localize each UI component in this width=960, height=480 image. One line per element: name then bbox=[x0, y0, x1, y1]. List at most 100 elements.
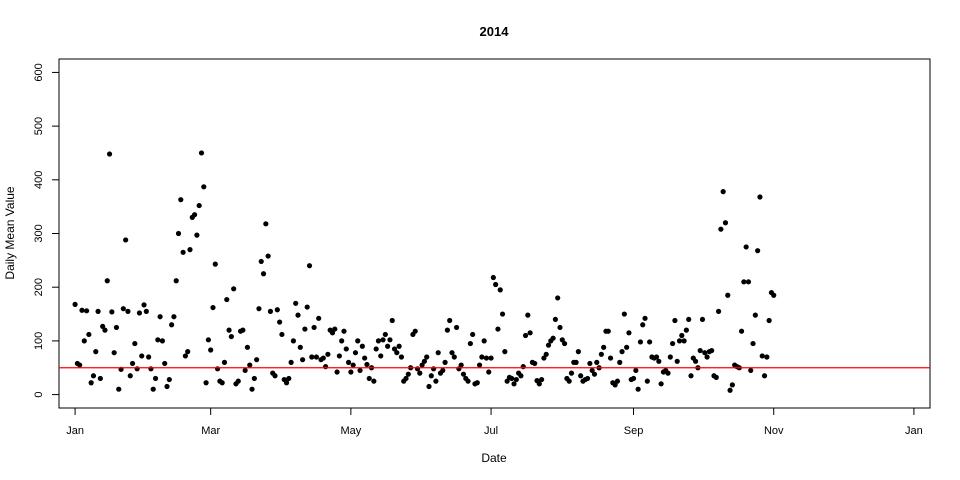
data-point bbox=[171, 314, 177, 320]
data-point bbox=[644, 378, 650, 384]
data-point bbox=[214, 366, 221, 372]
data-point bbox=[417, 370, 423, 376]
data-point bbox=[90, 373, 97, 379]
data-point bbox=[279, 331, 285, 338]
data-point bbox=[83, 308, 90, 314]
data-point bbox=[713, 374, 719, 380]
data-point bbox=[102, 327, 108, 333]
data-point bbox=[201, 184, 207, 190]
data-point bbox=[759, 353, 765, 359]
data-point bbox=[718, 226, 724, 232]
y-tick-label: 600 bbox=[33, 63, 45, 81]
data-point bbox=[398, 354, 405, 360]
y-axis: 0 100 200 300 400 500 600 bbox=[33, 63, 59, 398]
data-point bbox=[228, 333, 234, 340]
x-tick-label: Sep bbox=[624, 425, 644, 437]
data-point bbox=[283, 380, 290, 386]
x-tick-label: Jan bbox=[905, 425, 923, 437]
data-point bbox=[598, 351, 604, 357]
data-point bbox=[764, 354, 770, 360]
data-point bbox=[391, 346, 398, 352]
data-point bbox=[688, 373, 694, 379]
data-point bbox=[467, 340, 473, 347]
data-point bbox=[607, 355, 614, 361]
data-point bbox=[79, 307, 85, 313]
data-point bbox=[683, 327, 689, 333]
data-points bbox=[72, 150, 777, 393]
data-point bbox=[752, 312, 758, 318]
data-point bbox=[371, 378, 377, 384]
y-tick-label: 300 bbox=[33, 224, 45, 242]
data-point bbox=[679, 332, 685, 339]
data-point bbox=[329, 330, 336, 336]
data-point bbox=[509, 375, 515, 382]
y-tick-label: 0 bbox=[33, 392, 45, 398]
data-point bbox=[405, 371, 411, 377]
data-point bbox=[304, 304, 310, 310]
data-point bbox=[95, 308, 101, 314]
data-point bbox=[277, 319, 283, 325]
data-point bbox=[591, 371, 598, 377]
data-point bbox=[339, 338, 345, 344]
data-point bbox=[419, 362, 425, 368]
data-point bbox=[449, 350, 455, 356]
data-point bbox=[306, 263, 313, 269]
data-point bbox=[385, 343, 391, 349]
data-point bbox=[152, 375, 159, 382]
data-point bbox=[757, 194, 763, 200]
data-point bbox=[159, 338, 166, 344]
data-point bbox=[113, 324, 120, 331]
data-point bbox=[709, 347, 715, 354]
data-point bbox=[486, 369, 492, 375]
data-point bbox=[196, 202, 202, 209]
data-point bbox=[578, 373, 584, 379]
data-point bbox=[720, 189, 726, 195]
data-point bbox=[741, 279, 747, 285]
data-point bbox=[162, 360, 168, 367]
data-point bbox=[440, 367, 446, 374]
data-point bbox=[704, 354, 710, 360]
data-point bbox=[426, 383, 432, 390]
data-point bbox=[297, 344, 303, 350]
data-point bbox=[647, 339, 653, 345]
data-point bbox=[125, 308, 131, 314]
data-point bbox=[357, 367, 363, 374]
data-point bbox=[543, 351, 549, 357]
data-point bbox=[755, 248, 761, 254]
data-point bbox=[116, 386, 122, 392]
data-point bbox=[670, 340, 676, 347]
data-point bbox=[378, 353, 384, 359]
data-point bbox=[686, 316, 692, 323]
data-point bbox=[750, 340, 756, 347]
data-point bbox=[242, 367, 248, 374]
data-point bbox=[433, 378, 439, 384]
data-point bbox=[208, 347, 214, 353]
data-point bbox=[235, 378, 241, 384]
x-axis-label: Date bbox=[481, 451, 507, 465]
data-point bbox=[470, 331, 476, 338]
data-point bbox=[725, 292, 731, 298]
data-point bbox=[587, 360, 593, 367]
data-point bbox=[274, 307, 280, 313]
data-point bbox=[373, 346, 379, 352]
data-point bbox=[594, 359, 600, 365]
data-point bbox=[267, 308, 274, 314]
x-tick-label: Nov bbox=[764, 425, 784, 437]
data-point bbox=[573, 359, 579, 365]
data-point bbox=[566, 378, 572, 384]
data-point bbox=[575, 349, 581, 355]
data-point bbox=[672, 317, 678, 324]
data-point bbox=[348, 369, 354, 375]
data-point bbox=[341, 328, 347, 334]
data-point bbox=[251, 375, 257, 382]
data-point bbox=[380, 337, 386, 343]
data-point bbox=[178, 197, 184, 203]
data-point bbox=[210, 304, 216, 311]
data-point bbox=[141, 302, 147, 308]
data-point bbox=[626, 330, 632, 336]
data-point bbox=[458, 362, 464, 368]
data-point bbox=[513, 376, 519, 383]
data-point bbox=[240, 327, 246, 333]
data-point bbox=[474, 380, 480, 386]
data-point bbox=[676, 338, 683, 344]
